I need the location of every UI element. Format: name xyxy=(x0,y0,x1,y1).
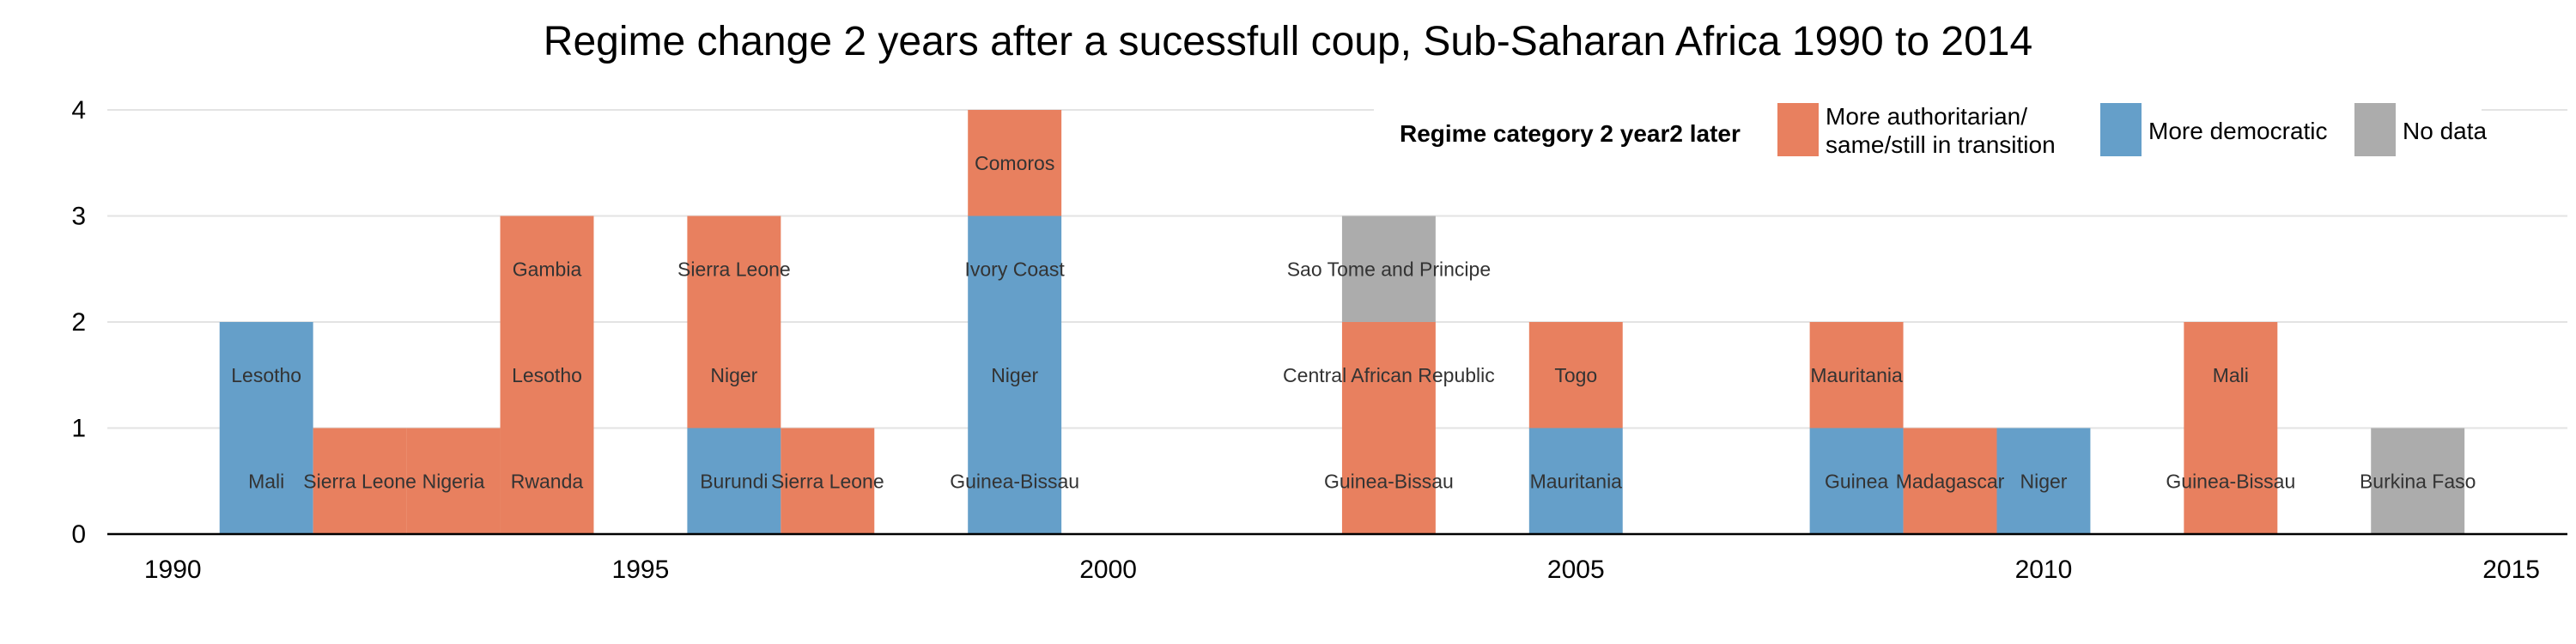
bar-segment xyxy=(500,322,594,428)
bar-label: Gambia xyxy=(513,258,582,280)
axes: 0 1 2 3 4 1990 1995 2000 2005 2010 2015 xyxy=(71,96,2567,584)
bar-label: Mauritania xyxy=(1810,364,1903,386)
bar-label: Sao Tome and Principe xyxy=(1287,258,1491,280)
bar-label: Guinea-Bissau xyxy=(950,470,1079,492)
bar-segment xyxy=(687,322,781,428)
x-tick-label: 2000 xyxy=(1079,556,1137,584)
bar-labels: Mali Lesotho Sierra Leone Nigeria Rwanda Leso… xyxy=(231,152,2476,493)
bar-segment xyxy=(1809,322,1904,428)
bar-label: Mali xyxy=(2213,364,2249,386)
bar-label: Lesotho xyxy=(231,364,301,386)
bar-label: Burkina Faso xyxy=(2360,470,2476,492)
bar-label: Sierra Leone xyxy=(677,258,791,280)
bar-segment xyxy=(968,322,1062,428)
bar-segment xyxy=(1528,428,1623,534)
bar-label: Niger xyxy=(710,364,757,386)
bar-segment xyxy=(219,322,313,428)
legend-label: No data xyxy=(2403,118,2487,144)
x-tick-label: 2015 xyxy=(2482,556,2540,584)
bar-segment xyxy=(1341,216,1436,322)
x-tick-label: 1990 xyxy=(144,556,202,584)
bar-label: Togo xyxy=(1554,364,1597,386)
bar-label: Madagascar xyxy=(1896,470,2005,492)
legend-label: More authoritarian/ xyxy=(1826,103,2027,130)
y-tick-label: 0 xyxy=(71,520,86,549)
legend-swatch xyxy=(2354,103,2396,156)
y-tick-label: 3 xyxy=(71,203,86,231)
bar-segment xyxy=(968,428,1062,534)
legend-label: More democratic xyxy=(2148,118,2328,144)
bar-segment xyxy=(1341,428,1436,534)
legend-title: Regime category 2 year2 later xyxy=(1400,120,1741,147)
bar-label: Nigeria xyxy=(422,470,485,492)
bar-segment xyxy=(687,428,781,534)
bar-label: Ivory Coast xyxy=(965,258,1066,280)
bar-label: Lesotho xyxy=(512,364,582,386)
y-tick-label: 4 xyxy=(71,96,86,125)
bar-label: Burundi xyxy=(700,470,768,492)
bar-label: Sierra Leone xyxy=(303,470,416,492)
bar-segment xyxy=(1809,428,1904,534)
chart-title: Regime change 2 years after a sucessfull… xyxy=(544,19,2032,64)
bar-segment xyxy=(313,428,407,534)
bar-segment xyxy=(1996,428,2091,534)
bar-label: Guinea-Bissau xyxy=(1324,470,1454,492)
y-tick-label: 2 xyxy=(71,308,86,337)
bars xyxy=(219,110,2465,534)
legend-swatch xyxy=(2100,103,2142,156)
y-tick-label: 1 xyxy=(71,415,86,443)
bar-segment xyxy=(968,216,1062,322)
bar-segment xyxy=(219,428,313,534)
bar-label: Niger xyxy=(991,364,1038,386)
bar-segment xyxy=(1341,322,1436,428)
bar-segment xyxy=(2184,428,2278,534)
bar-segment xyxy=(1528,322,1623,428)
x-tick-label: 2010 xyxy=(2015,556,2073,584)
bar-label: Comoros xyxy=(975,152,1054,174)
bar-segment xyxy=(406,428,501,534)
legend: Regime category 2 year2 later More author… xyxy=(1374,103,2487,180)
bar-segment xyxy=(781,428,875,534)
bar-label: Mauritania xyxy=(1530,470,1623,492)
x-tick-label: 2005 xyxy=(1547,556,1605,584)
bar-label: Sierra Leone xyxy=(771,470,884,492)
bar-label: Guinea xyxy=(1825,470,1888,492)
bar-label: Rwanda xyxy=(511,470,584,492)
bar-segment xyxy=(1903,428,1997,534)
legend-background xyxy=(1374,103,2482,180)
legend-label: same/still in transition xyxy=(1826,131,2056,158)
bar-segment xyxy=(500,216,594,322)
bar-segment xyxy=(2184,322,2278,428)
legend-swatch xyxy=(1777,103,1819,156)
bar-segment xyxy=(968,110,1062,216)
bar-label: Mali xyxy=(248,470,284,492)
bar-segment xyxy=(2371,428,2465,534)
bar-label: Guinea-Bissau xyxy=(2166,470,2295,492)
bar-label: Central African Republic xyxy=(1283,364,1495,386)
bar-segment xyxy=(500,428,594,534)
x-tick-label: 1995 xyxy=(612,556,670,584)
bar-label: Niger xyxy=(2020,470,2067,492)
bar-segment xyxy=(687,216,781,322)
